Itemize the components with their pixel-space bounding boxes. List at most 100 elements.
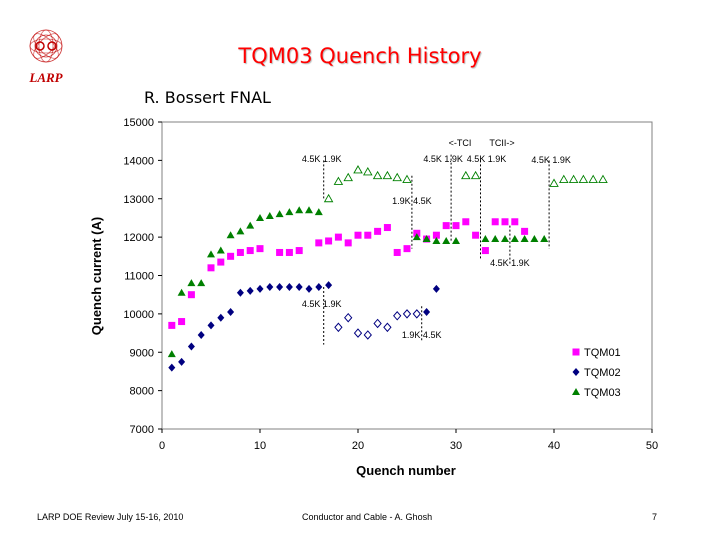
annotation-tci: <-TCI bbox=[449, 138, 472, 148]
page-number: 7 bbox=[652, 512, 658, 522]
data-point-tqm03 bbox=[510, 235, 519, 243]
data-point-tqm03 bbox=[372, 170, 383, 180]
transition-label: 4.5K 1.9K bbox=[467, 154, 507, 164]
data-point-tqm02 bbox=[276, 283, 284, 292]
transition-label: 4.5K 1.9K bbox=[490, 258, 530, 268]
data-point-tqm01 bbox=[295, 247, 303, 255]
data-point-tqm02 bbox=[353, 328, 363, 338]
data-point-tqm03 bbox=[392, 172, 402, 182]
data-point-tqm01 bbox=[383, 224, 391, 232]
data-point-tqm02 bbox=[334, 322, 343, 333]
footer-center: Conductor and Cable - A. Ghosh bbox=[302, 512, 433, 522]
y-tick-label: 7000 bbox=[130, 424, 154, 436]
data-point-tqm03 bbox=[197, 279, 206, 287]
data-point-tqm01 bbox=[217, 258, 225, 266]
data-point-tqm03 bbox=[559, 174, 569, 184]
data-point-tqm01 bbox=[334, 233, 342, 241]
data-point-tqm02 bbox=[383, 322, 392, 333]
data-point-tqm03 bbox=[578, 174, 589, 184]
data-point-tqm03 bbox=[167, 350, 176, 358]
data-point-tqm03 bbox=[295, 206, 304, 214]
data-points bbox=[167, 165, 608, 372]
data-point-tqm02 bbox=[187, 342, 195, 351]
larp-logo: LARP bbox=[22, 26, 70, 92]
legend-label: TQM02 bbox=[584, 367, 621, 379]
slide-title: TQM03 Quench History bbox=[238, 44, 482, 68]
data-point-tqm01 bbox=[491, 218, 499, 226]
data-point-tqm02 bbox=[402, 309, 412, 319]
data-point-tqm01 bbox=[246, 247, 254, 255]
data-point-tqm02 bbox=[168, 363, 176, 372]
y-tick-label: 11000 bbox=[124, 271, 154, 283]
data-point-tqm02 bbox=[393, 311, 402, 321]
data-point-tqm01 bbox=[462, 218, 470, 226]
data-point-tqm03 bbox=[363, 166, 373, 176]
data-point-tqm03 bbox=[275, 210, 284, 218]
data-point-tqm02 bbox=[412, 309, 421, 319]
transition-label: 4.5K 1.9K bbox=[302, 299, 342, 309]
data-point-tqm02 bbox=[315, 283, 323, 292]
legend-marker-tqm01 bbox=[572, 348, 580, 356]
data-point-tqm01 bbox=[168, 321, 176, 329]
data-point-tqm02 bbox=[423, 307, 431, 316]
data-point-tqm01 bbox=[354, 231, 362, 239]
data-point-tqm02 bbox=[207, 321, 215, 330]
data-point-tqm03 bbox=[285, 208, 294, 216]
data-point-tqm02 bbox=[236, 288, 244, 297]
data-point-tqm03 bbox=[442, 236, 451, 244]
data-point-tqm01 bbox=[344, 239, 352, 247]
data-point-tqm02 bbox=[363, 330, 372, 340]
data-point-tqm02 bbox=[325, 281, 333, 290]
data-point-tqm03 bbox=[461, 170, 471, 180]
y-tick-label: 12000 bbox=[123, 232, 154, 244]
data-point-tqm01 bbox=[442, 222, 450, 230]
data-point-tqm03 bbox=[314, 208, 323, 216]
data-point-tqm02 bbox=[266, 283, 274, 292]
transition-label: 1.9K 4.5K bbox=[402, 330, 442, 340]
transition-label: 4.5K 1.9K bbox=[531, 155, 571, 165]
data-point-tqm03 bbox=[422, 235, 431, 243]
data-point-tqm03 bbox=[382, 170, 393, 180]
legend-label: TQM01 bbox=[584, 347, 621, 359]
data-point-tqm01 bbox=[364, 231, 372, 239]
data-point-tqm03 bbox=[187, 279, 196, 287]
data-point-tqm01 bbox=[276, 248, 284, 256]
data-point-tqm02 bbox=[197, 330, 205, 339]
transition-lines: 4.5K 1.9K 4.5K 1.9K 1.9K 4.5K 1.9K 4.5K 4.5K… bbox=[302, 154, 571, 345]
data-point-tqm01 bbox=[256, 245, 264, 253]
annotation-tcii: TCII-> bbox=[489, 138, 514, 148]
quench-history-chart: 7000 8000 9000 10000 11000 12000 13000 14000 150… bbox=[89, 117, 658, 478]
data-point-tqm02 bbox=[285, 283, 293, 292]
data-point-tqm03 bbox=[333, 176, 344, 185]
transition-label: 4.5K 1.9K bbox=[423, 154, 463, 164]
data-point-tqm01 bbox=[187, 291, 195, 299]
data-point-tqm03 bbox=[412, 233, 421, 241]
x-tick-label: 0 bbox=[159, 440, 165, 452]
data-point-tqm02 bbox=[227, 307, 235, 316]
data-point-tqm03 bbox=[501, 235, 509, 243]
data-point-tqm03 bbox=[226, 231, 235, 239]
data-point-tqm01 bbox=[285, 248, 293, 256]
data-point-tqm03 bbox=[540, 235, 549, 243]
data-point-tqm03 bbox=[402, 174, 412, 184]
x-tick-label: 20 bbox=[352, 440, 364, 452]
data-point-tqm01 bbox=[432, 231, 440, 239]
legend-marker-tqm02 bbox=[572, 368, 580, 376]
data-point-tqm02 bbox=[246, 286, 254, 295]
data-point-tqm02 bbox=[344, 312, 353, 323]
logo-text: LARP bbox=[28, 70, 63, 85]
data-point-tqm01 bbox=[501, 218, 509, 226]
footer-left: LARP DOE Review July 15-16, 2010 bbox=[37, 512, 184, 522]
data-point-tqm03 bbox=[246, 221, 255, 229]
data-point-tqm01 bbox=[207, 264, 215, 272]
data-point-tqm03 bbox=[216, 246, 225, 254]
y-tick-label: 10000 bbox=[123, 309, 154, 321]
plot-frame bbox=[161, 121, 653, 430]
data-point-tqm03 bbox=[207, 250, 215, 258]
data-point-tqm03 bbox=[353, 165, 363, 174]
data-point-tqm01 bbox=[227, 252, 235, 260]
data-point-tqm03 bbox=[256, 213, 264, 221]
data-point-tqm01 bbox=[511, 218, 519, 226]
data-point-tqm03 bbox=[323, 193, 334, 203]
y-axis-title: Quench current (A) bbox=[89, 217, 104, 335]
